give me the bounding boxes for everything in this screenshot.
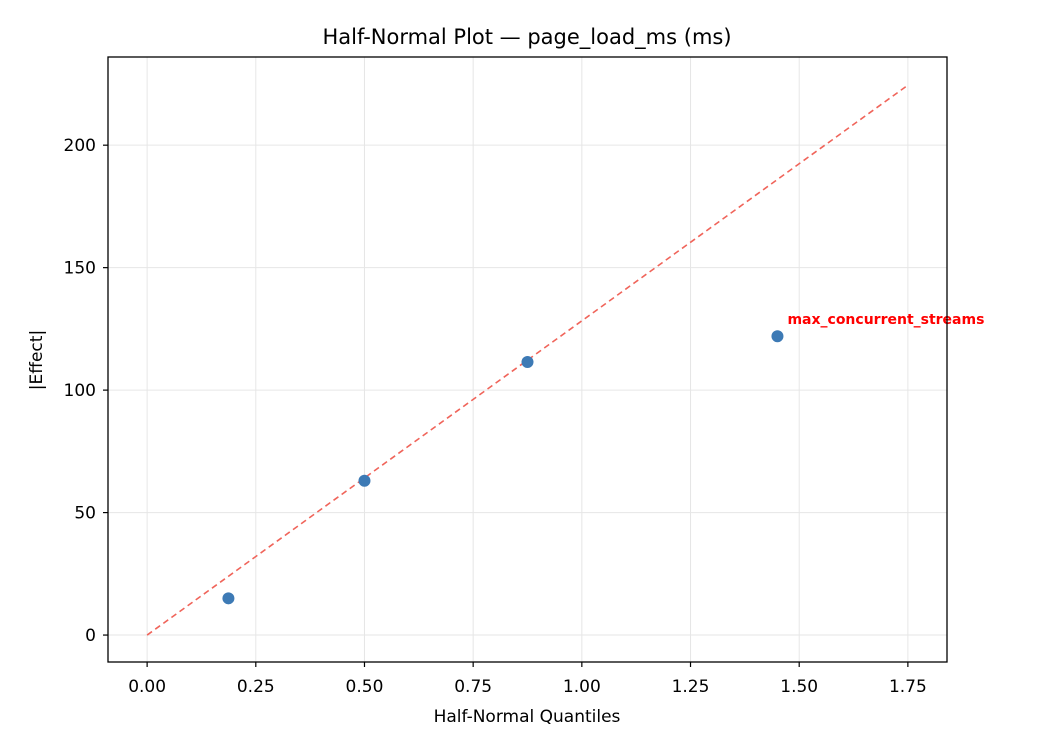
y-tick-label: 150 [64,259,96,279]
y-axis-ticks: 0 50 100 150 200 [64,136,108,646]
chart-title: Half-Normal Plot — page_load_ms (ms) [322,25,731,50]
x-axis-label: Half-Normal Quantiles [434,707,621,727]
x-tick-label: 1.50 [780,677,818,697]
point-annotation: max_concurrent_streams [787,312,984,328]
plot-frame [107,56,948,663]
x-tick-label: 1.25 [672,677,710,697]
x-tick-label: 1.00 [563,677,601,697]
x-tick-label: 0.25 [237,677,275,697]
x-tick-label: 0.50 [346,677,384,697]
data-point [222,592,235,605]
x-tick-label: 0.00 [128,677,166,697]
data-point [771,330,784,343]
data-point [358,474,371,487]
y-tick-label: 200 [64,136,96,156]
annotations: max_concurrent_streams [787,312,984,328]
data-points [222,330,784,605]
x-axis-ticks: 0.00 0.25 0.50 0.75 1.00 1.25 1.50 1.75 [128,662,927,697]
data-point [521,355,534,368]
x-tick-label: 1.75 [889,677,927,697]
y-tick-label: 0 [85,626,96,646]
grid [108,57,947,662]
reference-line [146,84,909,636]
y-axis-label: |Effect| [27,330,47,390]
y-tick-label: 50 [74,504,96,524]
x-tick-label: 0.75 [454,677,492,697]
y-tick-label: 100 [64,381,96,401]
